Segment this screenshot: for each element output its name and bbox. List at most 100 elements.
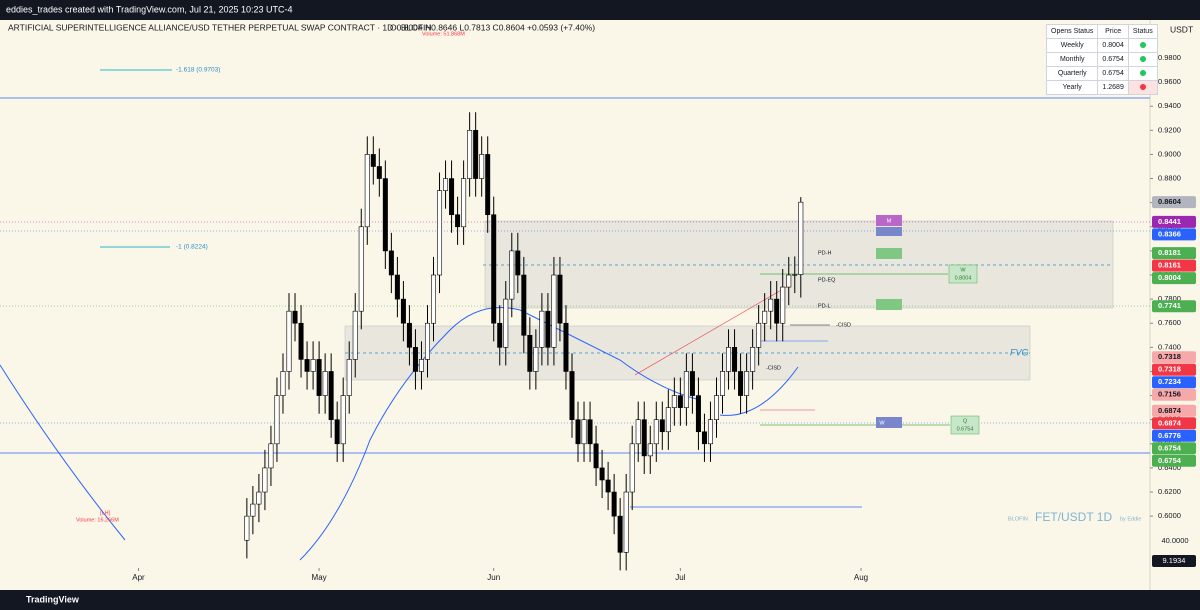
candle-body xyxy=(629,443,635,493)
candle-body xyxy=(551,274,557,348)
level-label: PD-H xyxy=(818,250,831,256)
price-tag xyxy=(1152,442,1196,455)
candle-body xyxy=(726,347,732,372)
table-cell: 0.6754 xyxy=(1097,52,1129,67)
candle-body xyxy=(707,419,713,445)
candle-body xyxy=(623,491,629,553)
candle-body xyxy=(268,443,274,469)
candle-body xyxy=(744,371,750,396)
tag-label: M xyxy=(887,218,892,224)
candle-body xyxy=(671,395,677,408)
bottom-bar xyxy=(0,590,1200,610)
cisd-label: -CISD xyxy=(766,365,781,371)
candle-body xyxy=(370,154,376,167)
tag-box xyxy=(876,215,902,226)
price-tag xyxy=(1152,259,1196,272)
y-tick-label: 0.6000 xyxy=(1158,511,1181,520)
price-tag xyxy=(1152,404,1196,417)
candle-body xyxy=(738,371,744,396)
candle-body xyxy=(569,371,575,420)
price-tag-label: 0.6874 xyxy=(1158,406,1182,415)
candle-body xyxy=(635,419,641,445)
candle-body xyxy=(659,419,665,433)
candle-body xyxy=(503,298,509,348)
candle-body xyxy=(593,443,599,469)
candle-body xyxy=(581,419,587,445)
candle-body xyxy=(611,491,617,517)
candle-body xyxy=(322,371,328,396)
tag-box xyxy=(876,299,902,310)
candle-body xyxy=(473,130,479,179)
candle-body xyxy=(515,250,521,276)
candle-body xyxy=(406,322,412,348)
level-label: PD-EQ xyxy=(818,277,836,283)
candle-body xyxy=(292,310,298,324)
open-box xyxy=(948,264,978,284)
candle-body xyxy=(467,130,473,179)
volume-scale: 40.0000 xyxy=(1161,536,1188,545)
candle-body xyxy=(617,515,623,553)
table-cell: Yearly xyxy=(1045,80,1099,95)
table-row: Monthly 0.6754 xyxy=(1045,52,1158,67)
candle-body xyxy=(244,515,250,541)
candle-body xyxy=(677,395,683,408)
candle-body xyxy=(431,274,437,324)
price-tag-label: 0.7741 xyxy=(1158,301,1181,310)
price-tag xyxy=(1152,215,1196,228)
candle-body xyxy=(533,347,539,372)
status-dot xyxy=(1139,83,1146,90)
credit: eddies_trades created with TradingView.c… xyxy=(6,4,293,14)
x-tick-label: Jul xyxy=(675,573,685,582)
price-tag-label: 0.7318 xyxy=(1158,365,1181,374)
fvg-label: FVG xyxy=(1010,347,1029,357)
ohlc: O0.8004 H0.8646 L0.7813 C0.8604 +0.0593 … xyxy=(390,22,595,32)
candle-body xyxy=(563,322,569,372)
candle-body xyxy=(641,419,647,457)
table-cell xyxy=(1127,80,1158,95)
table-cell: Quarterly xyxy=(1045,66,1099,81)
x-tick-label: May xyxy=(312,573,327,582)
level-label: PD-L xyxy=(818,303,831,309)
volume-tag-label: 9.1934 xyxy=(1163,556,1186,565)
candle-body xyxy=(768,298,774,312)
candle-body xyxy=(599,467,605,481)
brand: TradingView xyxy=(26,594,80,604)
candle-body xyxy=(509,250,515,300)
fib-label: -1 (0.8224) xyxy=(176,244,208,251)
candle-body xyxy=(328,371,334,420)
price-tag xyxy=(1152,376,1196,389)
price-tag xyxy=(1152,454,1196,467)
price-tag-label: 0.8604 xyxy=(1158,197,1182,206)
price-tag-label: 0.8161 xyxy=(1158,261,1181,270)
candle-body xyxy=(527,334,533,372)
candle-body xyxy=(720,371,726,396)
candle-body xyxy=(732,347,738,372)
swing-label: [LH] xyxy=(100,510,111,516)
price-tag-label: 0.8004 xyxy=(1158,273,1182,282)
fib-label: -1.618 (0.9703) xyxy=(176,67,220,74)
candle-body xyxy=(798,201,804,275)
candle-body xyxy=(437,190,443,276)
candle-body xyxy=(412,347,418,372)
watermark: BLOFIN xyxy=(1008,516,1028,522)
candle-body xyxy=(262,467,268,493)
price-tag-label: 0.8366 xyxy=(1158,229,1181,238)
watermark: FET/USDT 1D xyxy=(1035,510,1112,524)
open-box xyxy=(950,415,980,435)
table-cell: 1.2689 xyxy=(1097,80,1129,95)
candle-body xyxy=(334,419,340,445)
candle-body xyxy=(756,322,762,348)
x-tick-label: Jun xyxy=(487,573,500,582)
header-cell: Opens Status xyxy=(1045,24,1099,39)
candle-body xyxy=(539,310,545,348)
price-tag xyxy=(1152,429,1196,442)
y-tick-label: 0.9400 xyxy=(1158,101,1181,110)
table-cell xyxy=(1127,52,1158,67)
candle-body xyxy=(587,419,593,445)
y-tick-label: 0.9600 xyxy=(1158,77,1181,86)
price-tag-label: 0.8441 xyxy=(1158,217,1181,226)
drawings xyxy=(0,69,1150,561)
y-tick-label: 0.9800 xyxy=(1158,53,1181,62)
price-tag xyxy=(1152,196,1196,209)
y-tick-label: 0.6200 xyxy=(1158,487,1181,496)
